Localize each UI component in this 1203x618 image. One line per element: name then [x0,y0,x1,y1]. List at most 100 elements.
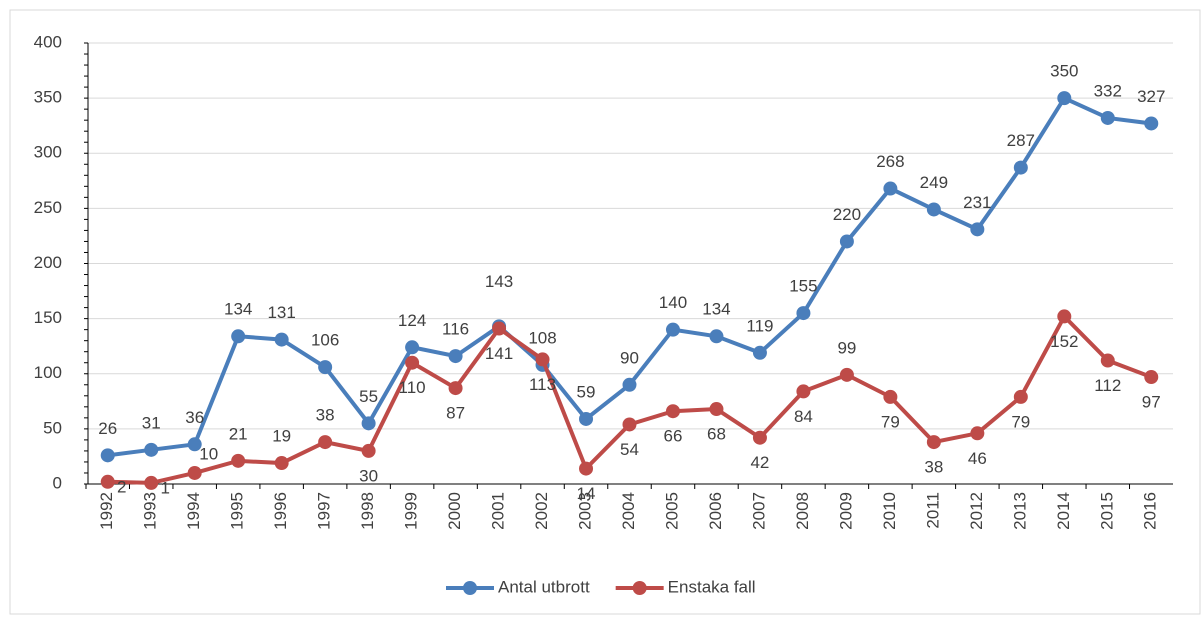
y-tick-label: 150 [34,308,62,327]
data-label: 332 [1094,81,1122,100]
series-marker [274,456,289,471]
data-label: 26 [98,419,117,438]
data-label: 84 [794,407,813,426]
series-marker [970,426,985,441]
data-label: 90 [620,348,639,367]
data-label: 21 [229,424,248,443]
series-marker [1013,389,1028,404]
series-marker [1057,91,1072,106]
series-marker [187,437,202,452]
x-tick-label: 2003 [576,492,595,530]
data-label: 87 [446,404,465,423]
data-label: 99 [837,338,856,357]
x-tick-label: 2009 [836,492,855,530]
series-marker [1013,160,1028,175]
series-marker [665,404,680,419]
x-tick-label: 1992 [97,492,116,530]
series-marker [1144,370,1159,385]
x-tick-label: 2016 [1141,492,1160,530]
series-marker [665,322,680,337]
series-marker [274,332,289,347]
x-tick-label: 2007 [749,492,768,530]
data-label: 38 [924,458,943,477]
data-label: 59 [577,382,596,401]
x-tick-label: 2001 [489,492,508,530]
series-marker [1057,309,1072,324]
series-marker [622,377,637,392]
series-marker [187,465,202,480]
series-marker [318,360,333,375]
data-label: 97 [1142,393,1161,412]
x-tick-label: 2013 [1010,492,1029,530]
x-tick-label: 1994 [184,492,203,530]
series-marker [839,234,854,249]
data-label: 140 [659,293,687,312]
series-marker [970,222,985,237]
series-marker [492,321,507,336]
legend-label: Enstaka fall [668,577,756,596]
y-tick-label: 50 [43,418,62,437]
data-label: 68 [707,425,726,444]
series-marker [622,417,637,432]
x-tick-label: 2004 [619,492,638,530]
x-tick-label: 2006 [706,492,725,530]
data-label: 287 [1007,131,1035,150]
y-tick-label: 300 [34,143,62,162]
series-marker [535,352,550,367]
y-tick-label: 250 [34,198,62,217]
y-tick-label: 0 [53,473,62,492]
data-label: 134 [702,300,730,319]
x-tick-label: 1993 [141,492,160,530]
series-marker [752,345,767,360]
data-label: 38 [316,406,335,425]
series-marker [926,202,941,217]
x-tick-label: 2008 [793,492,812,530]
series-marker [883,389,898,404]
series-marker [1144,116,1159,131]
series-marker [144,475,159,490]
data-label: 54 [620,440,639,459]
x-tick-label: 1995 [228,492,247,530]
data-label: 113 [529,375,556,394]
x-tick-label: 1997 [315,492,334,530]
series-marker [752,430,767,445]
x-tick-label: 1998 [358,492,377,530]
series-marker [839,367,854,382]
data-label: 152 [1050,332,1078,351]
x-tick-label: 2012 [967,492,986,530]
data-label: 14 [577,484,596,503]
series-marker [796,384,811,399]
data-label: 10 [199,444,218,463]
data-label: 46 [968,449,987,468]
series-marker [709,329,724,344]
data-label: 79 [881,412,900,431]
legend-marker [463,581,477,595]
legend-marker [632,581,647,595]
y-tick-label: 400 [34,32,62,51]
data-label: 19 [272,427,291,446]
data-label: 327 [1137,87,1165,106]
series-marker [318,435,333,450]
data-label: 112 [1094,376,1121,395]
data-label: 110 [399,378,426,397]
series-marker [405,340,420,355]
data-label: 220 [833,205,861,224]
series-marker [796,306,811,321]
data-label: 131 [267,303,295,322]
data-label: 55 [359,387,378,406]
series-marker [579,461,594,476]
data-label: 143 [485,272,513,291]
data-label: 1 [160,478,169,497]
data-label: 134 [224,300,252,319]
data-label: 30 [359,466,378,485]
series-marker [231,329,246,344]
data-label: 36 [185,408,204,427]
x-tick-label: 2010 [880,492,899,530]
chart-border [9,9,1201,615]
series-marker [361,416,376,431]
data-label: 66 [664,427,683,446]
data-label: 119 [746,316,773,335]
x-tick-label: 1999 [402,492,421,530]
data-label: 231 [963,193,991,212]
